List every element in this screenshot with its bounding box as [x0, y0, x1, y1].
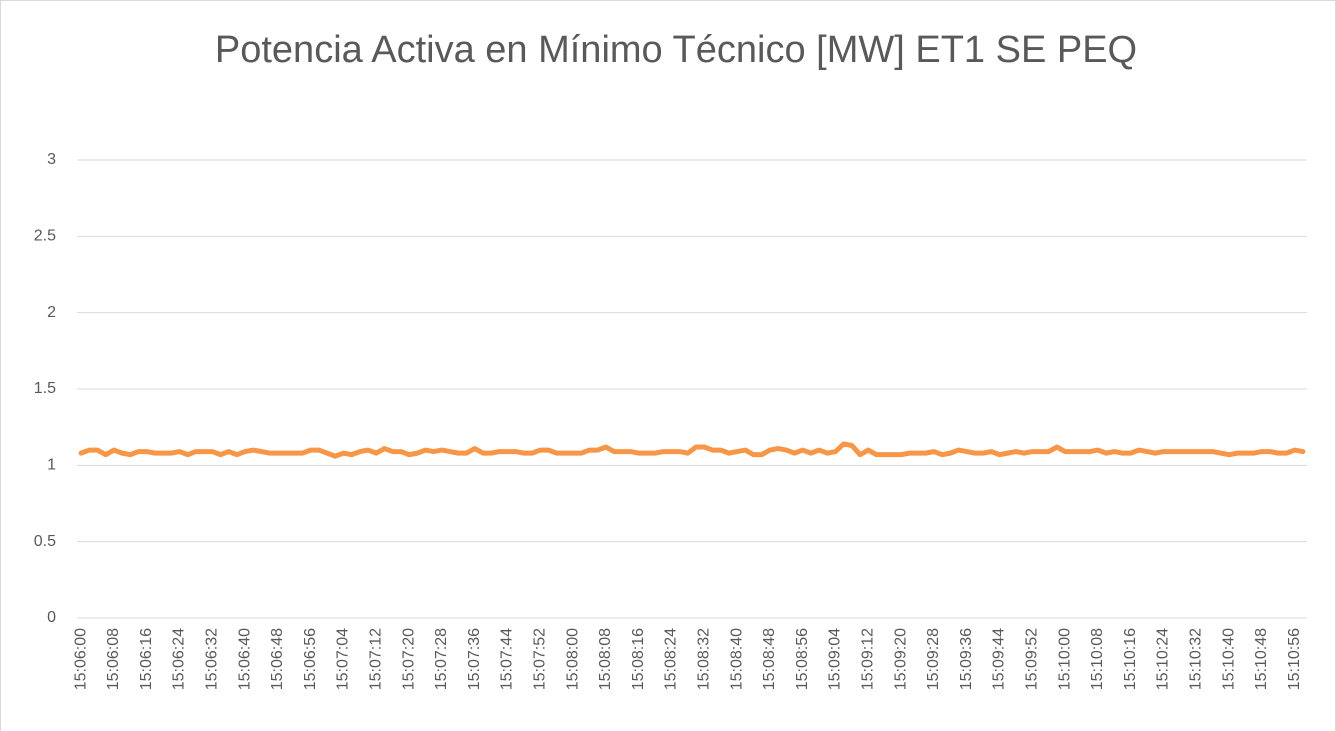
x-tick-label: 15:08:40 — [728, 628, 745, 690]
x-tick-label: 15:06:16 — [138, 628, 155, 690]
x-tick-label: 15:10:24 — [1155, 628, 1172, 690]
x-tick-label: 15:06:00 — [72, 628, 89, 690]
y-tick-label: 2.5 — [34, 228, 56, 245]
x-tick-label: 15:08:00 — [564, 628, 581, 690]
x-tick-label: 15:08:32 — [696, 628, 713, 690]
x-tick-label: 15:07:12 — [368, 628, 385, 690]
x-tick-label: 15:06:32 — [204, 628, 221, 690]
x-tick-label: 15:08:48 — [761, 628, 778, 690]
x-tick-label: 15:06:24 — [171, 628, 188, 690]
x-tick-label: 15:10:40 — [1220, 628, 1237, 690]
y-tick-label: 0.5 — [34, 533, 56, 550]
x-tick-label: 15:08:56 — [794, 628, 811, 690]
x-tick-label: 15:10:16 — [1122, 628, 1139, 690]
y-tick-label: 2 — [47, 304, 56, 321]
chart-title: Potencia Activa en Mínimo Técnico [MW] E… — [215, 29, 1137, 71]
x-tick-label: 15:08:24 — [663, 628, 680, 690]
x-tick-label: 15:09:28 — [925, 628, 942, 690]
x-tick-label: 15:10:56 — [1286, 628, 1303, 690]
data-line — [78, 441, 1306, 459]
x-tick-label: 15:06:56 — [302, 628, 319, 690]
x-tick-label: 15:06:48 — [269, 628, 286, 690]
y-tick-label: 1 — [47, 457, 56, 474]
x-tick-label: 15:09:36 — [958, 628, 975, 690]
x-tick-label: 15:08:08 — [597, 628, 614, 690]
x-tick-label: 15:07:04 — [335, 628, 352, 690]
x-tick-label: 15:09:12 — [860, 628, 877, 690]
x-tick-label: 15:07:20 — [400, 628, 417, 690]
x-tick-label: 15:07:28 — [433, 628, 450, 690]
x-tick-label: 15:07:36 — [466, 628, 483, 690]
x-tick-label: 15:08:16 — [630, 628, 647, 690]
x-tick-label: 15:06:40 — [236, 628, 253, 690]
x-tick-label: 15:10:00 — [1056, 628, 1073, 690]
y-tick-label: 0 — [47, 609, 56, 626]
x-tick-label: 15:10:08 — [1089, 628, 1106, 690]
x-tick-label: 15:09:44 — [991, 628, 1008, 690]
x-tick-label: 15:09:04 — [827, 628, 844, 690]
x-tick-label: 15:06:08 — [105, 628, 122, 690]
x-tick-label: 15:09:20 — [892, 628, 909, 690]
y-tick-label: 3 — [47, 151, 56, 168]
x-tick-label: 15:10:48 — [1253, 628, 1270, 690]
x-tick-label: 15:10:32 — [1188, 628, 1205, 690]
y-tick-label: 1.5 — [34, 380, 56, 397]
x-tick-label: 15:07:44 — [499, 628, 516, 690]
x-tick-label: 15:09:52 — [1024, 628, 1041, 690]
x-tick-label: 15:07:52 — [532, 628, 549, 690]
